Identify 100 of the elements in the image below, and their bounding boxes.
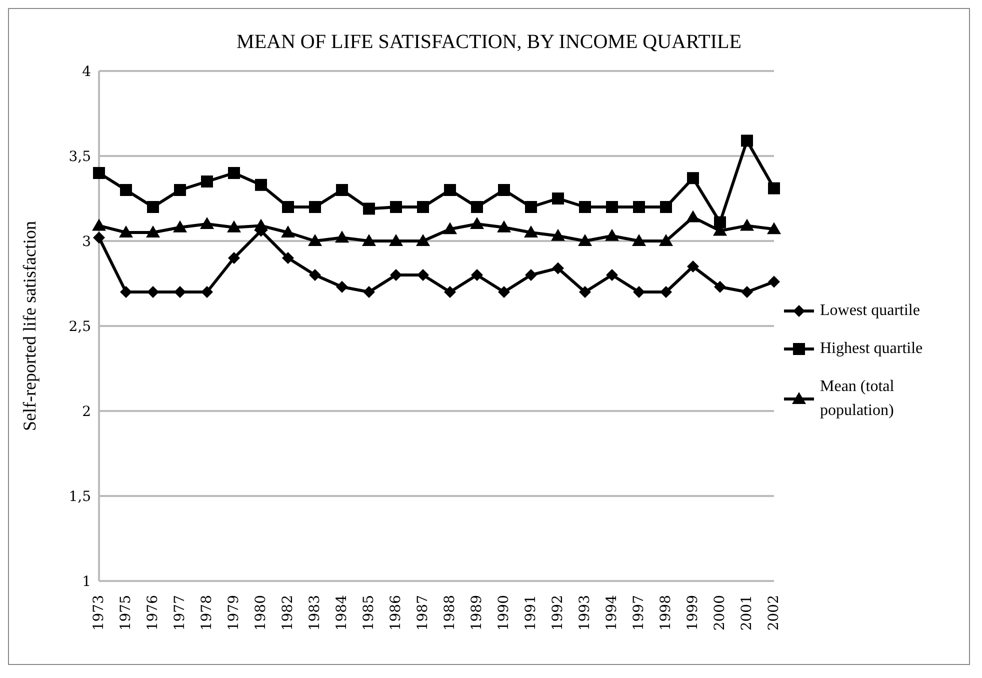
point xyxy=(309,269,321,281)
chart-title: MEAN OF LIFE SATISFACTION, BY INCOME QUARTILE xyxy=(236,31,742,55)
point xyxy=(470,217,484,229)
point xyxy=(281,226,295,238)
point xyxy=(714,280,726,293)
point xyxy=(147,286,159,298)
point xyxy=(552,262,564,274)
y-tick-label: 3,5 xyxy=(68,148,91,165)
x-tick-label: 2002 xyxy=(766,595,782,631)
y-tick-label: 2,5 xyxy=(68,318,91,335)
y-tick-label: 1,5 xyxy=(68,488,91,505)
point xyxy=(93,232,105,244)
x-tick-label: 1994 xyxy=(604,594,620,631)
x-tick-label: 1987 xyxy=(415,595,431,631)
point xyxy=(740,218,754,231)
point xyxy=(255,178,267,191)
point xyxy=(120,184,132,196)
point xyxy=(363,202,375,215)
point xyxy=(92,218,106,231)
point xyxy=(228,167,240,179)
point xyxy=(606,269,618,281)
x-tick-label: 1991 xyxy=(523,595,539,631)
x-tick-label: 1998 xyxy=(658,595,674,631)
point xyxy=(335,230,349,243)
point xyxy=(687,172,699,184)
point xyxy=(551,228,565,241)
point xyxy=(174,286,186,298)
point xyxy=(417,201,429,213)
point xyxy=(498,184,510,196)
point xyxy=(417,269,429,281)
x-tick-label: 1976 xyxy=(145,594,161,631)
point xyxy=(659,234,673,246)
x-tick-label: 1990 xyxy=(496,595,512,631)
x-tick-label: 1993 xyxy=(577,595,593,631)
point xyxy=(336,184,348,196)
point xyxy=(282,201,294,213)
point xyxy=(660,201,672,213)
point xyxy=(93,167,105,179)
x-tick-label: 1978 xyxy=(199,595,215,631)
point xyxy=(254,218,268,231)
point xyxy=(606,201,618,213)
y-tick-label: 4 xyxy=(82,64,92,80)
point xyxy=(686,210,700,222)
point xyxy=(768,182,780,194)
x-tick-label: 1988 xyxy=(442,595,458,631)
point xyxy=(120,286,132,298)
point xyxy=(498,286,510,298)
point xyxy=(687,260,699,272)
point xyxy=(119,226,133,238)
x-tick-label: 1977 xyxy=(172,595,188,631)
point xyxy=(741,134,753,147)
legend-label: Highest quartile xyxy=(820,339,923,359)
point xyxy=(336,280,348,293)
point xyxy=(579,286,591,298)
point xyxy=(443,222,457,234)
x-tick-label: 1997 xyxy=(631,595,647,631)
point xyxy=(524,226,538,238)
point xyxy=(390,201,402,213)
point xyxy=(390,269,402,281)
point xyxy=(741,286,753,298)
x-tick-label: 1986 xyxy=(388,594,404,631)
point xyxy=(633,286,645,298)
point xyxy=(525,201,537,213)
point xyxy=(660,286,672,298)
point xyxy=(578,234,592,246)
point xyxy=(201,176,213,188)
point xyxy=(579,201,591,213)
y-tick-label: 1 xyxy=(82,574,91,590)
point xyxy=(767,222,781,234)
point xyxy=(471,269,483,281)
point xyxy=(362,234,376,246)
point xyxy=(525,269,537,281)
x-tick-label: 1999 xyxy=(685,595,701,631)
point xyxy=(444,286,456,298)
x-tick-label: 1980 xyxy=(253,595,269,631)
point xyxy=(714,216,726,228)
point xyxy=(201,286,213,298)
x-tick-label: 1989 xyxy=(469,595,485,631)
point xyxy=(633,201,645,213)
legend-label: Lowest quartile xyxy=(820,301,920,321)
point xyxy=(605,228,619,241)
point xyxy=(174,184,186,196)
x-tick-label: 1984 xyxy=(334,594,350,631)
x-tick-label: 2000 xyxy=(712,595,728,631)
point xyxy=(389,234,403,246)
point xyxy=(363,286,375,298)
y-tick-label: 2 xyxy=(82,404,91,420)
point xyxy=(768,276,780,288)
point xyxy=(552,192,564,204)
point xyxy=(146,226,160,238)
point xyxy=(309,201,321,213)
point xyxy=(416,234,430,246)
x-tick-label: 1973 xyxy=(91,595,107,631)
x-tick-label: 2001 xyxy=(739,595,755,631)
point xyxy=(227,220,241,232)
y-axis-title: Self-reported life satisfaction xyxy=(19,221,40,431)
legend-label: Mean (total population) xyxy=(820,377,896,421)
x-tick-label: 1992 xyxy=(550,595,566,631)
x-tick-label: 1985 xyxy=(361,595,377,631)
point xyxy=(632,234,646,246)
